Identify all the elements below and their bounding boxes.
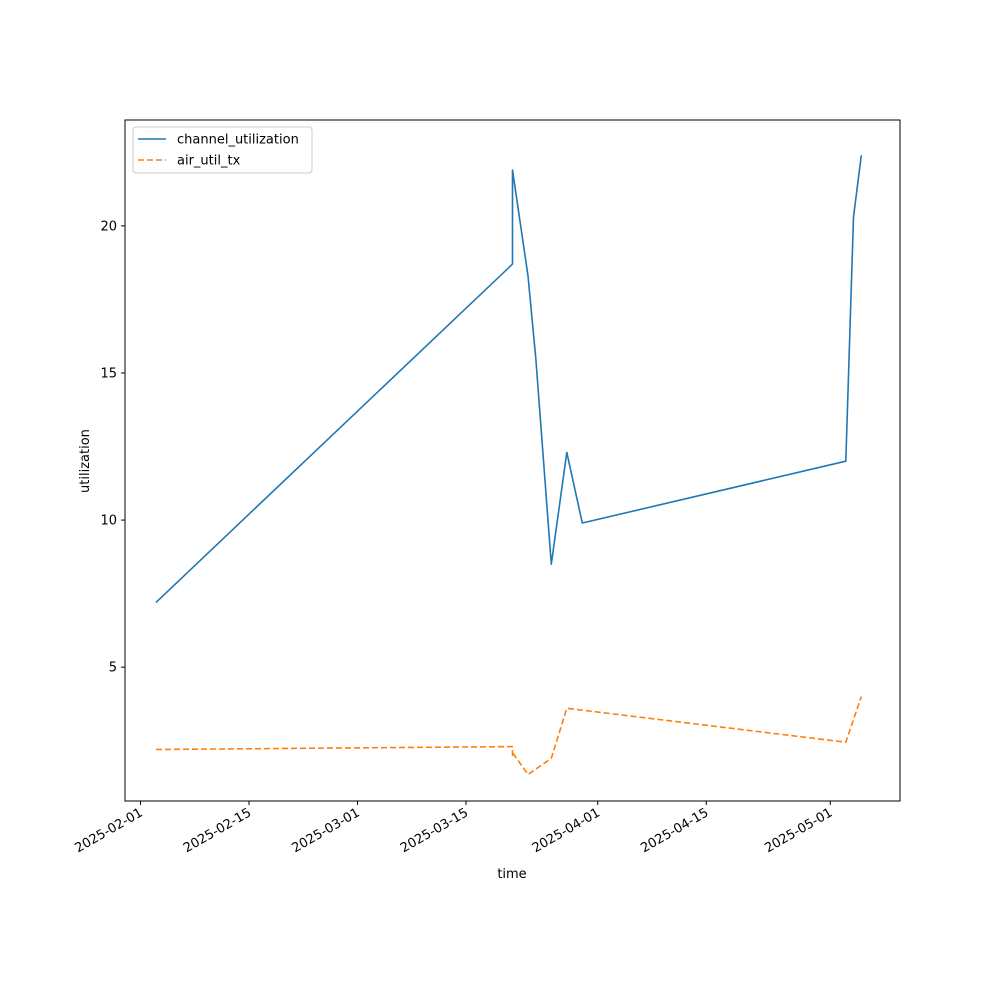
y-tick-label: 20 xyxy=(100,219,117,234)
x-axis-label: time xyxy=(497,867,526,882)
y-axis-ticks: 5 10 15 20 xyxy=(100,219,125,676)
legend-label: air_util_tx xyxy=(177,154,241,169)
y-tick-label: 15 xyxy=(100,366,117,381)
legend-label: channel_utilization xyxy=(177,133,299,148)
series-layer xyxy=(155,155,863,776)
y-axis-label: utilization xyxy=(78,429,93,493)
legend-box xyxy=(132,126,313,174)
y-tick-label: 10 xyxy=(100,514,117,529)
y-tick-label: 5 xyxy=(109,661,117,676)
legend: channel_utilization air_util_tx xyxy=(132,126,313,174)
series-line-channel-utilization xyxy=(155,155,863,603)
